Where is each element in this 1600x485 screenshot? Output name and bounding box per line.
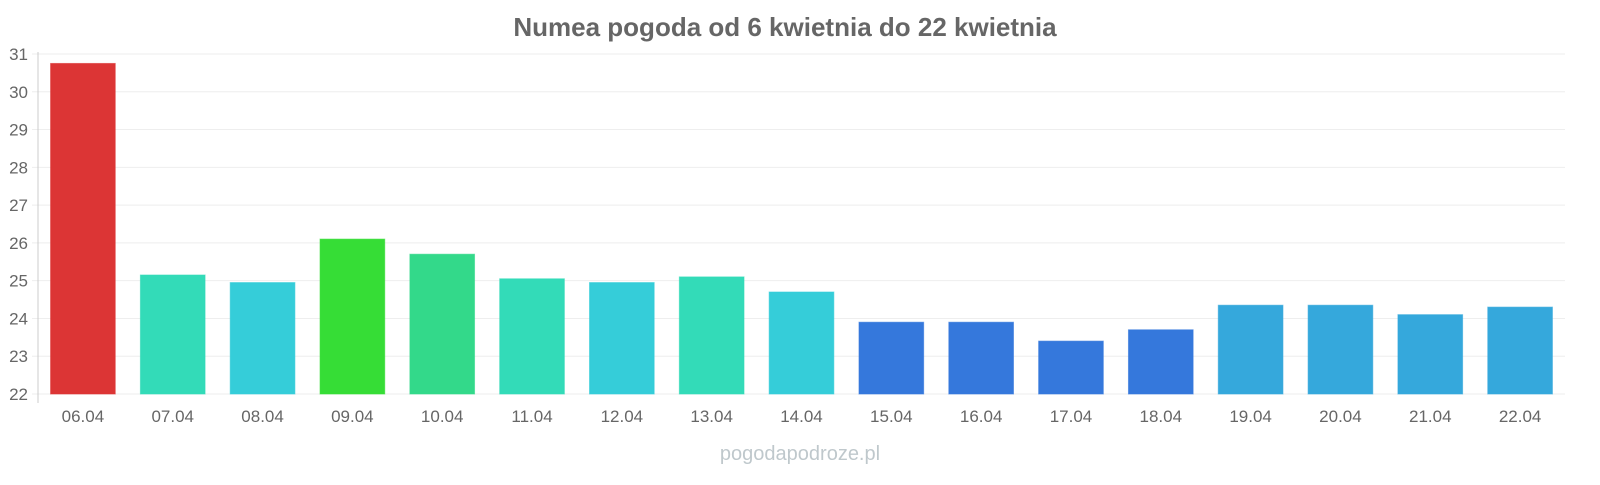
x-tick-label: 13.04: [690, 407, 733, 426]
x-tick-label: 14.04: [780, 407, 823, 426]
bar-19.04[interactable]: [1217, 304, 1284, 395]
x-tick-label: 22.04: [1499, 407, 1542, 426]
y-tick-label: 27: [9, 196, 28, 215]
x-tick-label: 11.04: [511, 407, 552, 426]
y-tick-label: 26: [9, 234, 28, 253]
y-tick-label: 23: [9, 347, 28, 366]
bar-18.04[interactable]: [1127, 329, 1194, 395]
x-tick-label: 17.04: [1050, 407, 1093, 426]
x-tick-label: 08.04: [241, 407, 284, 426]
y-tick-label: 29: [9, 121, 28, 140]
x-tick-label: 06.04: [62, 407, 105, 426]
bar-14.04[interactable]: [768, 291, 835, 395]
x-tick-label: 07.04: [151, 407, 194, 426]
y-tick-label: 22: [9, 385, 28, 404]
bar-13.04[interactable]: [678, 276, 745, 395]
bar-20.04[interactable]: [1307, 304, 1374, 395]
y-tick-label: 31: [9, 45, 28, 64]
bar-06.04[interactable]: [50, 62, 116, 395]
bar-12.04[interactable]: [589, 282, 655, 395]
bar-08.04[interactable]: [229, 282, 296, 395]
bar-16.04[interactable]: [948, 321, 1014, 395]
y-tick-label: 24: [9, 309, 28, 328]
x-tick-label: 09.04: [331, 407, 374, 426]
bar-10.04[interactable]: [409, 253, 476, 395]
x-tick-label: 20.04: [1319, 407, 1362, 426]
x-tick-label: 16.04: [960, 407, 1003, 426]
bar-11.04[interactable]: [499, 278, 565, 395]
chart-title: Numea pogoda od 6 kwietnia do 22 kwietni…: [513, 12, 1057, 42]
y-tick-label: 30: [9, 83, 28, 102]
x-tick-label: 15.04: [870, 407, 913, 426]
bar-07.04[interactable]: [139, 274, 206, 395]
y-tick-label: 25: [9, 272, 28, 291]
x-tick-label: 21.04: [1409, 407, 1452, 426]
bar-17.04[interactable]: [1038, 340, 1104, 395]
x-tick-label: 19.04: [1229, 407, 1272, 426]
x-tick-label: 18.04: [1140, 407, 1183, 426]
y-tick-label: 28: [9, 158, 28, 177]
watermark: pogodapodroze.pl: [720, 443, 880, 465]
bar-09.04[interactable]: [319, 238, 386, 395]
bar-22.04[interactable]: [1487, 306, 1553, 395]
x-tick-label: 12.04: [601, 407, 644, 426]
bar-15.04[interactable]: [858, 321, 925, 395]
x-tick-label: 10.04: [421, 407, 464, 426]
bar-21.04[interactable]: [1397, 314, 1464, 395]
